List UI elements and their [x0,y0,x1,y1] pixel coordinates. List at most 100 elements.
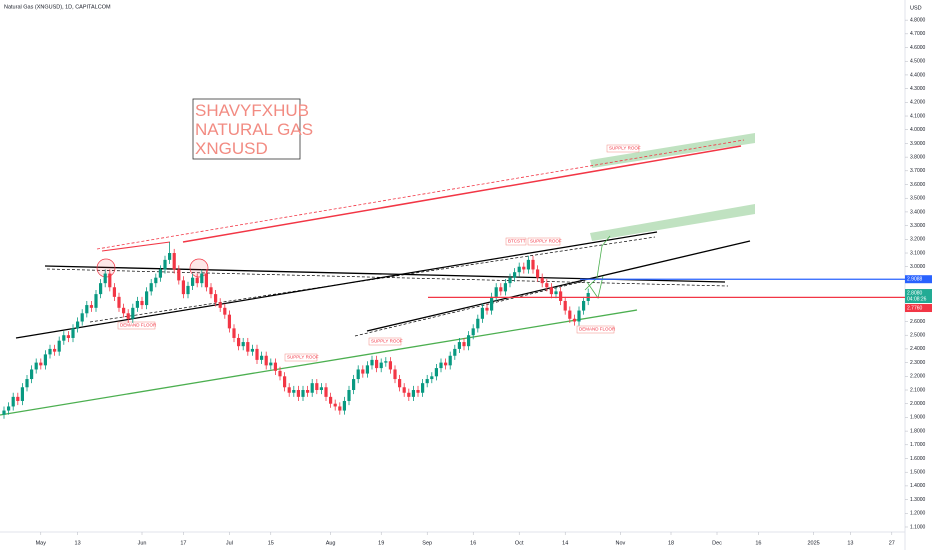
label-box [505,237,527,246]
candle-body [103,273,107,284]
candle-body [232,328,236,338]
candle-body [471,328,475,336]
watermark-line: NATURAL GAS [195,120,313,139]
candle-body [200,273,204,284]
candle-body [126,313,130,319]
x-tick-label: Dec [712,540,722,546]
candle-body [563,300,567,311]
candle-body [301,390,305,397]
y-tick-label: 4.7000 [910,31,926,37]
y-tick-label: 2.1000 [910,387,926,393]
annotation: SUPPLY ROOF [530,239,562,244]
x-tick-label: 27 [889,540,895,546]
candle-body [361,369,365,374]
candle-body [568,310,572,319]
candle-body [99,283,103,295]
label-box [284,353,318,362]
candle-body [384,361,388,363]
y-tick-label: 4.1000 [910,113,926,119]
y-tick-label: 3.5000 [910,196,926,202]
trendline [15,231,658,339]
x-tick-label: 13 [847,540,853,546]
annotation: BTCSTT [508,239,526,244]
y-tick-label: 3.3000 [910,223,926,229]
currency: USD [910,5,922,11]
candle-body [80,313,84,322]
price-label: 2.8080 [907,290,923,296]
y-tick-label: 1.8000 [910,428,926,434]
candle-body [494,287,498,297]
trendline [89,236,656,323]
candle-body [94,294,98,308]
candle-body [186,285,190,295]
candle-body [402,387,406,393]
y-tick-label: 3.7000 [910,168,926,174]
candle-body [324,387,328,397]
x-tick-label: 15 [268,540,274,546]
candle-body [296,390,301,397]
x-tick-label: 14 [562,540,568,546]
candle-body [145,291,149,306]
x-tick-label: 2025 [807,540,819,546]
candle-body [204,273,209,288]
candle-body [485,307,489,311]
candle-body [398,379,402,388]
candle-body [407,392,411,397]
candle-body [315,383,319,391]
candle-body [209,287,213,295]
y-tick-label: 1.2000 [910,511,926,517]
candle-body [365,365,370,374]
candle-body [310,383,314,393]
candle-body [246,342,250,352]
candle-body [264,355,268,366]
price-label-box [905,289,932,304]
y-tick-label: 4.4000 [910,72,926,78]
candle-body [554,291,558,295]
candle-body [135,300,140,308]
annotation: DEMAND FLOOR [579,327,616,332]
y-tick-label: 2.6000 [910,319,926,325]
candle-body [89,305,94,308]
candle-body [112,287,117,297]
x-tick-label: Jul [226,540,233,546]
candle-body [278,370,282,377]
candle-body [292,390,296,393]
trendline [0,309,638,416]
candle-body [168,253,172,260]
candle-body [181,280,186,295]
candle-body [11,396,15,407]
candle-body [559,291,563,301]
candle-body [531,259,535,270]
x-tick-label: Jun [138,540,147,546]
candle-body [513,272,517,278]
candle-body [508,277,512,284]
candle-body [154,277,158,284]
y-tick-label: 2.5000 [910,333,926,339]
candle-body [149,283,153,292]
x-tick-label: 16 [755,540,761,546]
y-tick-label: 1.4000 [910,483,926,489]
candle-body [48,348,52,355]
candle-body [283,376,287,388]
annotation: DEMAND FLOOR [120,323,157,328]
trendline [101,241,171,252]
candle-body [379,362,383,369]
candle-body [158,269,163,278]
candle-body [457,342,462,349]
candle-body [388,361,393,370]
candle-body [16,396,20,401]
y-tick-label: 2.3000 [910,360,926,366]
y-tick-label: 4.2000 [910,100,926,106]
candle-body [30,369,34,380]
y-tick-label: 2.4000 [910,346,926,352]
y-tick-label: 2.2000 [910,374,926,380]
candle-body [108,273,112,288]
y-tick-label: 1.7000 [910,442,926,448]
candle-body [273,362,278,371]
x-tick-label: 18 [668,540,674,546]
candle-body [370,359,374,366]
y-tick-label: 1.3000 [910,497,926,503]
candle-body [499,287,503,292]
candle-body [306,390,310,393]
